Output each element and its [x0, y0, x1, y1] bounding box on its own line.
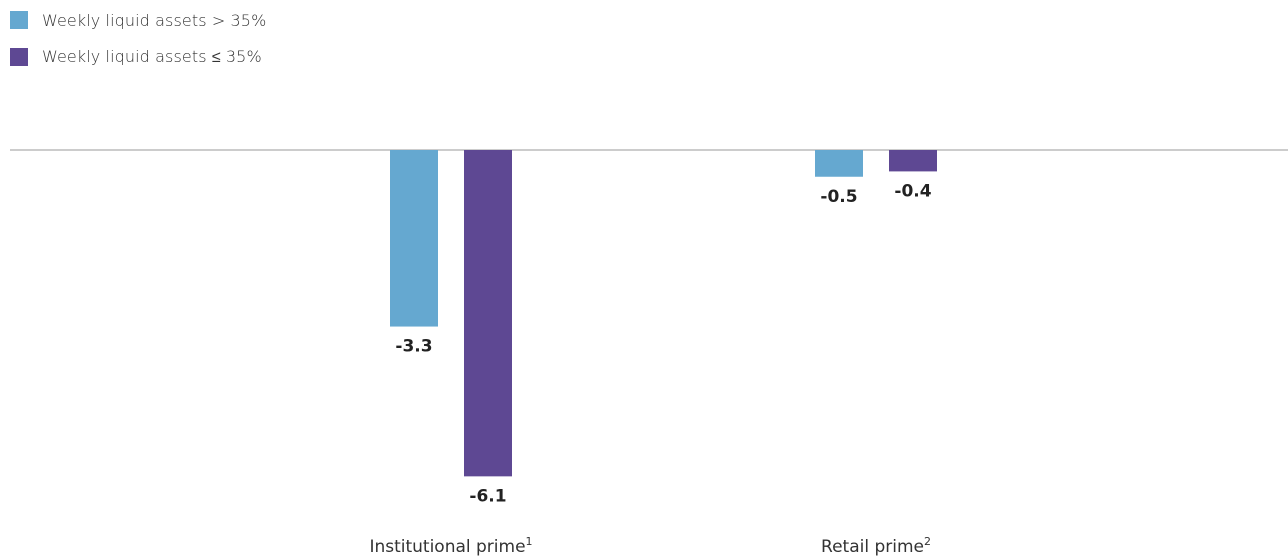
value-label-1-series-2: -6.1 [469, 486, 506, 506]
bar-1-series-2 [464, 150, 512, 477]
legend-swatch-series-2 [10, 48, 28, 66]
category-label-1: Institutional prime1 [369, 535, 532, 556]
value-labels-group: -3.3 -6.1 -0.5 -0.4 [395, 181, 931, 506]
legend-item-series-2: Weekly liquid assets ≤ 35% [10, 47, 266, 67]
legend: Weekly liquid assets > 35% Weekly liquid… [10, 10, 266, 84]
category-label-2: Retail prime2 [821, 535, 931, 556]
bar-1-series-1 [390, 150, 438, 327]
bar-2-series-1 [815, 150, 863, 177]
bar-2-series-2 [889, 150, 937, 172]
bars-group [390, 150, 937, 477]
value-label-2-series-1: -0.5 [820, 187, 857, 207]
value-label-2-series-2: -0.4 [894, 181, 931, 201]
legend-item-series-1: Weekly liquid assets > 35% [10, 10, 266, 30]
legend-swatch-series-1 [10, 11, 28, 29]
category-labels-group: Institutional prime1 Retail prime2 [369, 535, 931, 556]
legend-label-series-2: Weekly liquid assets ≤ 35% [42, 47, 262, 66]
category-footnote-2: 2 [924, 535, 931, 548]
legend-label-series-1: Weekly liquid assets > 35% [42, 10, 267, 30]
category-footnote-1: 1 [526, 535, 533, 548]
value-label-1-series-1: -3.3 [395, 337, 432, 357]
